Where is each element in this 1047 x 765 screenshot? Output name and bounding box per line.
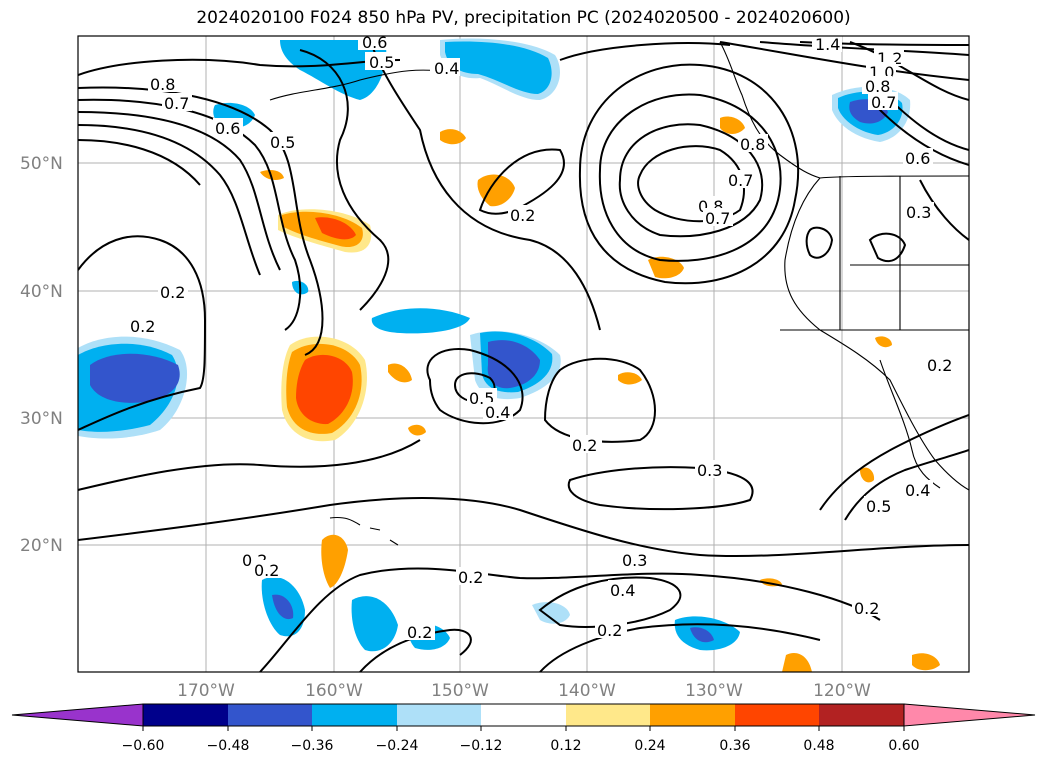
contour-label: 0.2: [597, 621, 622, 640]
colorbar-segment: [735, 704, 819, 726]
lat-label-40n: 40°N: [20, 282, 63, 302]
colorbar-tick-label: 0.36: [719, 738, 750, 754]
colorbar-segment: [650, 704, 735, 726]
contour-label: 0.2: [130, 317, 155, 336]
contour-label: 0.8: [150, 75, 175, 94]
longitude-labels: 170°W 160°W 150°W 140°W 130°W 120°W: [177, 681, 871, 701]
contour-label: 0.3: [906, 203, 931, 222]
contour-label: 0.2: [458, 568, 483, 587]
contour-label: 0.5: [270, 133, 295, 152]
contour-label: 0.2: [510, 206, 535, 225]
colorbar-segment: [397, 704, 481, 726]
contour-label: 0.6: [905, 149, 930, 168]
colorbar-tick-label: 0.12: [550, 738, 581, 754]
contour-label: 0.4: [485, 403, 510, 422]
contour-label: 0.8: [740, 135, 765, 154]
contour-label: 0.5: [866, 497, 891, 516]
contour-label: 0.7: [705, 209, 730, 228]
colorbar-segment: [143, 704, 228, 726]
colorbar-tick-label: −0.60: [122, 738, 165, 754]
contour-label: 0.2: [927, 356, 952, 375]
contour-label: 0.2: [407, 623, 432, 642]
lon-label-150w: 150°W: [431, 681, 489, 701]
contour-label: 0.3: [622, 551, 647, 570]
contour-label: 1.4: [815, 35, 840, 54]
contour-label: 0.4: [905, 481, 930, 500]
colorbar: −0.60 −0.48 −0.36 −0.24 −0.12 0.12 0.24 …: [11, 703, 1036, 754]
colorbar-tick-label: 0.48: [803, 738, 834, 754]
lon-label-130w: 130°W: [685, 681, 743, 701]
colorbar-tick-label: −0.36: [291, 738, 334, 754]
latitude-labels: 50°N 40°N 30°N 20°N: [20, 154, 63, 556]
lon-label-170w: 170°W: [177, 681, 235, 701]
colorbar-extend-high: [903, 703, 1036, 727]
contour-label: 0.6: [215, 119, 240, 138]
colorbar-tick-label: −0.24: [376, 738, 419, 754]
colorbar-frame: [142, 703, 905, 727]
map-title: 2024020100 F024 850 hPa PV, precipitatio…: [196, 8, 851, 28]
contour-labels: 0.6 0.5 0.4 1.4 1.2 1.0 0.8 0.7 0.8 0.7 …: [128, 33, 955, 642]
colorbar-segment: [312, 704, 397, 726]
contour-label: 0.2: [572, 436, 597, 455]
graticule: [78, 36, 969, 672]
contour-label: 0.7: [871, 93, 896, 112]
contour-label: 0.2: [854, 599, 879, 618]
contour-label: 0.7: [728, 171, 753, 190]
lat-label-50n: 50°N: [20, 154, 63, 174]
positive-precip-anomalies: [260, 116, 940, 672]
colorbar-tick-label: 0.24: [634, 738, 665, 754]
colorbar-tick-label: 0.60: [888, 738, 919, 754]
map-plot-area: 0.6 0.5 0.4 1.4 1.2 1.0 0.8 0.7 0.8 0.7 …: [78, 33, 969, 672]
contour-label: 0.8: [865, 77, 890, 96]
contour-label: 0.5: [369, 53, 394, 72]
colorbar-segment: [566, 704, 650, 726]
lat-label-20n: 20°N: [20, 536, 63, 556]
lat-label-30n: 30°N: [20, 409, 63, 429]
lon-label-140w: 140°W: [558, 681, 616, 701]
lon-label-120w: 120°W: [813, 681, 871, 701]
colorbar-segment: [481, 704, 566, 726]
map-frame: [77, 35, 970, 673]
contour-label: 0.6: [362, 33, 387, 52]
colorbar-tick-label: −0.48: [207, 738, 250, 754]
contour-label: 0.2: [254, 561, 279, 580]
contour-label: 0.4: [434, 59, 459, 78]
contour-label: 0.4: [610, 581, 635, 600]
colorbar-segment: [819, 704, 904, 726]
negative-precip-anomalies: [78, 38, 911, 652]
contour-label: 0.7: [164, 94, 189, 113]
lon-label-160w: 160°W: [305, 681, 363, 701]
contour-label: 0.2: [160, 283, 185, 302]
contour-label: 0.3: [697, 461, 722, 480]
colorbar-tick-label: −0.12: [460, 738, 503, 754]
colorbar-segment: [228, 704, 312, 726]
colorbar-extend-low: [11, 703, 144, 727]
